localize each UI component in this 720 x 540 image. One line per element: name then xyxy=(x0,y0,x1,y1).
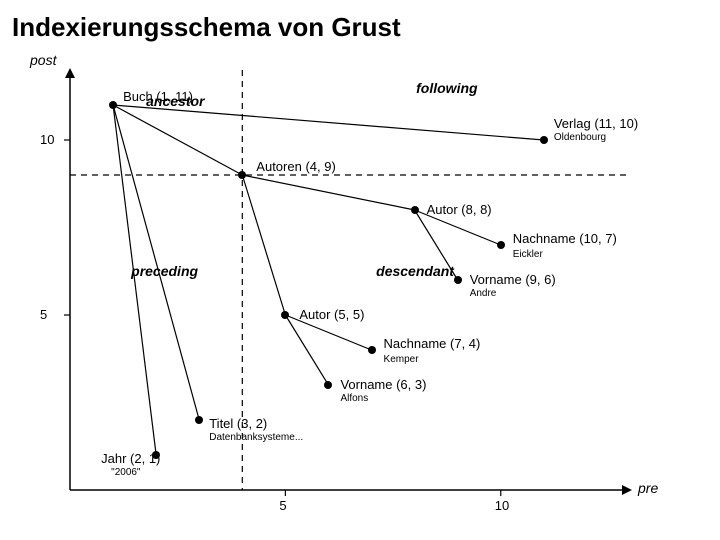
node-nachnameB xyxy=(497,241,505,249)
region-descendant: descendant xyxy=(376,263,454,279)
node-sublabel-nachnameA: Kemper xyxy=(384,354,419,365)
node-autoren xyxy=(238,171,246,179)
node-vornameA xyxy=(324,381,332,389)
node-autorA xyxy=(281,311,289,319)
node-label-verlag: Verlag (11, 10) xyxy=(554,116,638,131)
region-preceding: preceding xyxy=(131,263,198,279)
node-label-nachnameA: Nachname (7, 4) xyxy=(384,336,481,351)
node-label-jahr: Jahr (2, 1) xyxy=(101,451,160,466)
node-sublabel-jahr: "2006" xyxy=(111,467,140,478)
node-sublabel-nachnameB: Eickler xyxy=(513,249,543,260)
node-label-autorA: Autor (5, 5) xyxy=(299,307,364,322)
node-titel xyxy=(195,416,203,424)
y-tick-label: 10 xyxy=(40,132,54,147)
x-tick-label: 5 xyxy=(279,498,286,513)
node-label-autoren: Autoren (4, 9) xyxy=(256,159,336,174)
node-verlag xyxy=(540,136,548,144)
scatter-plot: 510510prepostBuch (1, 11)Jahr (2, 1)"200… xyxy=(70,70,630,490)
y-axis-label: post xyxy=(30,52,56,68)
x-tick-label: 10 xyxy=(495,498,509,513)
node-label-titel: Titel (3, 2) xyxy=(209,416,267,431)
node-label-vornameA: Vorname (6, 3) xyxy=(340,377,426,392)
node-label-autorB: Autor (8, 8) xyxy=(427,202,492,217)
node-label-nachnameB: Nachname (10, 7) xyxy=(513,231,617,246)
node-nachnameA xyxy=(368,346,376,354)
node-autorB xyxy=(411,206,419,214)
page-title: Indexierungsschema von Grust xyxy=(12,12,401,43)
region-following: following xyxy=(416,80,477,96)
node-label-vornameB: Vorname (9, 6) xyxy=(470,272,556,287)
node-sublabel-verlag: Oldenbourg xyxy=(554,132,606,143)
x-axis-label: pre xyxy=(638,480,658,496)
node-buch xyxy=(109,101,117,109)
y-tick-label: 5 xyxy=(40,307,47,322)
node-sublabel-titel: Datenbanksysteme... xyxy=(209,432,303,443)
region-ancestor: ancestor xyxy=(146,93,204,109)
node-sublabel-vornameA: Alfons xyxy=(340,393,368,404)
node-sublabel-vornameB: Andre xyxy=(470,288,497,299)
node-vornameB xyxy=(454,276,462,284)
